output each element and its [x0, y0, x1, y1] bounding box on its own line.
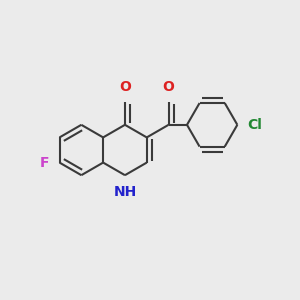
Text: F: F [40, 156, 49, 170]
Text: NH: NH [113, 185, 136, 199]
Text: O: O [119, 80, 131, 94]
Text: Cl: Cl [248, 118, 262, 132]
Text: O: O [163, 80, 175, 94]
